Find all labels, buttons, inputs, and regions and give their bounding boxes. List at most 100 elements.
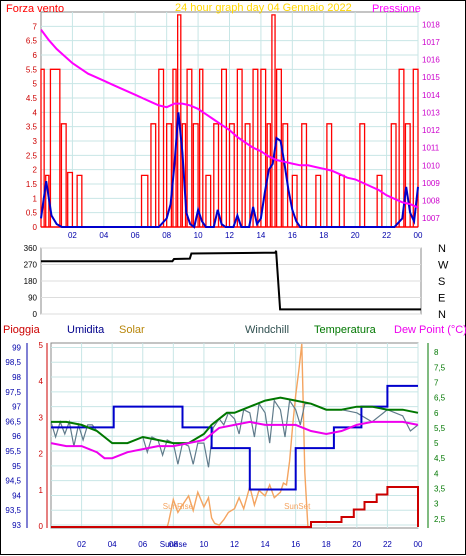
direction-tick-label: 0: [33, 310, 38, 319]
gust-bar: [291, 174, 298, 227]
y-right-tick-label: 1012: [422, 126, 440, 135]
weather-x-tick-label: 16: [291, 540, 300, 549]
rain-tick-label: 2: [39, 450, 44, 459]
temperature-tick-label: 3,5: [434, 485, 446, 494]
y-left-tick-label: 7: [33, 22, 38, 31]
weather-x-tick-label: 08: [169, 540, 178, 549]
temperature-tick-label: 7: [434, 378, 439, 387]
temperature-line: [51, 396, 419, 445]
wind-pressure-chart: 00.511.522.533.544.555.566.5710071008100…: [26, 11, 440, 240]
dewpoint-label: Dew Point (°C): [394, 324, 466, 336]
weather-x-tick-label: 12: [230, 540, 239, 549]
gust-bar: [326, 123, 333, 227]
gust-bar: [60, 123, 67, 227]
temperature-tick-label: 5: [434, 439, 439, 448]
compass-label: E: [438, 293, 445, 305]
y-right-tick-label: 1013: [422, 108, 440, 117]
humidity-tick-label: 94,5: [5, 477, 21, 486]
y-right-tick-label: 1017: [422, 38, 440, 47]
y-right-tick-label: 1016: [422, 56, 440, 65]
solar-label: Solar: [119, 324, 145, 336]
gust-bar: [244, 123, 251, 227]
rain-tick-label: 3: [39, 413, 44, 422]
weather-x-tick-label: 04: [108, 540, 117, 549]
gust-bar: [260, 68, 267, 227]
compass-label: S: [438, 276, 445, 288]
y-left-tick-label: 1: [33, 194, 38, 203]
compass-label: N: [438, 309, 446, 321]
y-right-tick-label: 1014: [422, 91, 440, 100]
rain-tick-label: 4: [39, 377, 44, 386]
gust-bar: [228, 123, 235, 227]
gust-bar: [40, 68, 45, 227]
weather-x-tick-label: 00: [414, 540, 423, 549]
wind-direction-line: [41, 250, 421, 311]
y-left-tick-label: 3.5: [26, 123, 38, 132]
x-tick-label: 14: [256, 231, 265, 240]
humidity-tick-label: 96,5: [5, 417, 21, 426]
rain-tick-label: 5: [39, 341, 44, 350]
gust-bar: [359, 123, 366, 227]
x-tick-label: 10: [194, 231, 203, 240]
gust-bar: [404, 123, 411, 227]
temperature-tick-label: 8: [434, 348, 439, 357]
weather-x-tick-label: 20: [352, 540, 361, 549]
humidity-tick-label: 99: [12, 343, 21, 352]
gust-bar: [166, 123, 173, 227]
y-right-tick-label: 1008: [422, 197, 440, 206]
temperature-humidity-chart: 93 93,5 94 94,5 95 95,5 96 96,5 97 97,5 98 98,5 99 2,…: [5, 341, 445, 549]
x-tick-label: 08: [162, 231, 171, 240]
windchill-line: [50, 398, 419, 468]
weather-x-tick-label: 06: [138, 540, 147, 549]
y-right-tick-label: 1011: [422, 144, 440, 153]
gust-bar: [315, 174, 322, 227]
y-left-tick-label: 6.5: [26, 37, 38, 46]
weather-x-tick-label: 22: [383, 540, 392, 549]
humidity-tick-label: 95,5: [5, 447, 21, 456]
weather-x-tick-label: 14: [261, 540, 270, 549]
y-left-tick-label: 5: [33, 80, 38, 89]
gust-bar: [192, 123, 199, 227]
direction-tick-label: 90: [28, 294, 37, 303]
x-tick-label: 22: [382, 231, 391, 240]
sunset-annotation: SunSet: [284, 502, 311, 511]
temperature-tick-label: 4: [434, 469, 439, 478]
x-tick-label: 18: [319, 231, 328, 240]
y-left-tick-label: 6: [33, 51, 38, 60]
temperature-tick-label: 4,5: [434, 454, 446, 463]
gust-bar: [199, 68, 204, 227]
compass-label: W: [438, 260, 449, 272]
temperature-tick-label: 6,5: [434, 394, 446, 403]
y-left-tick-label: 4.5: [26, 94, 38, 103]
humidity-tick-label: 94: [12, 491, 21, 500]
temperature-label: Temperatura: [314, 324, 377, 336]
y-left-tick-label: 2.5: [26, 151, 38, 160]
gust-bar: [158, 68, 165, 227]
temperature-tick-label: 2,5: [434, 515, 446, 524]
windchill-label: Windchill: [245, 324, 289, 336]
gust-bar: [376, 174, 383, 227]
pressure-line: [40, 29, 419, 209]
temperature-tick-label: 3: [434, 500, 439, 509]
gust-bar: [271, 14, 276, 227]
temperature-tick-label: 5,5: [434, 424, 446, 433]
y-left-tick-label: 4: [33, 108, 38, 117]
gust-bar: [205, 174, 212, 227]
x-tick-label: 16: [288, 231, 297, 240]
y-right-tick-label: 1018: [422, 20, 440, 29]
gust-bar: [186, 68, 193, 227]
humidity-tick-label: 93,5: [5, 506, 21, 515]
humidity-tick-label: 93: [12, 521, 21, 530]
temperature-tick-label: 7,5: [434, 363, 446, 372]
gust-bar: [398, 68, 405, 227]
sunrise-annotation: SunRise: [163, 502, 194, 511]
humidity-tick-label: 96: [12, 432, 21, 441]
y-left-tick-label: 2: [33, 166, 38, 175]
compass-label: N: [438, 243, 446, 255]
humidity-tick-label: 97: [12, 403, 21, 412]
x-tick-label: 04: [99, 231, 108, 240]
y-left-tick-label: 1.5: [26, 180, 38, 189]
rain-tick-label: 0: [39, 522, 44, 531]
